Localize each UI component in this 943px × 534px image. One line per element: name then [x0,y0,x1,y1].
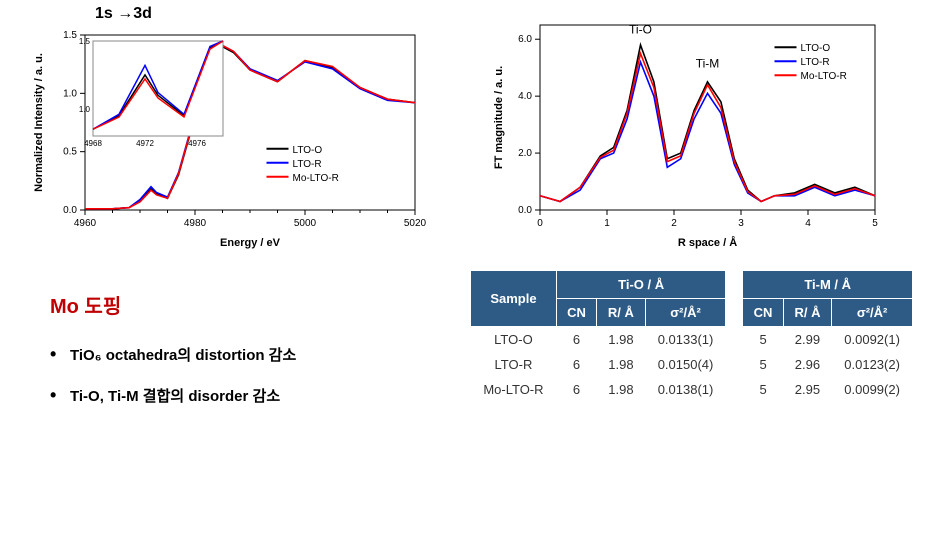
table-row: LTO-O61.980.0133(1) 52.990.0092(1) [471,327,913,353]
mo-doping-title: Mo 도핑 [50,290,430,319]
table-cell: 5 [743,377,783,402]
svg-text:4968: 4968 [84,139,102,148]
th-cn: CN [556,299,596,327]
svg-text:4976: 4976 [188,139,206,148]
svg-text:2.0: 2.0 [518,148,532,159]
table-cell: 2.96 [783,352,831,377]
svg-text:4960: 4960 [74,218,97,229]
text-column: Mo 도핑 TiO₆ octahedra의 distortion 감소 Ti-O… [50,270,430,426]
pre-edge-label: 1s →3d [95,5,152,23]
table-cell: 0.0133(1) [645,327,726,353]
table-cell: Mo-LTO-R [471,377,557,402]
svg-text:LTO-O: LTO-O [801,43,831,54]
svg-text:3: 3 [738,218,744,229]
svg-text:5: 5 [872,218,878,229]
svg-text:Mo-LTO-R: Mo-LTO-R [801,71,847,82]
table-cell: 1.98 [597,352,645,377]
svg-text:1.0: 1.0 [63,88,77,99]
table-row: LTO-R61.980.0150(4) 52.960.0123(2) [471,352,913,377]
ft-chart: 0 1 2 3 4 5 0.0 2.0 4.0 6.0 R space / Å FT magnitud… [490,10,890,250]
th-tio-group: Ti-O / Å [556,271,726,299]
th-r: R/ Å [783,299,831,327]
table-cell: 2.95 [783,377,831,402]
svg-text:2: 2 [671,218,677,229]
table-cell: 5 [743,352,783,377]
right-chart-container: 0 1 2 3 4 5 0.0 2.0 4.0 6.0 R space / Å FT magnitud… [490,10,890,250]
bullet-item: TiO₆ octahedra의 distortion 감소 [50,344,430,365]
svg-text:1.5: 1.5 [79,37,91,46]
left-chart-container: 1s →3d 49604980500050200.00.51.01.5Energ… [30,10,430,250]
xanes-chart: 4960 4980 5000 5020 0.0 0.5 1.0 1.5 Energy / eV N… [30,10,430,250]
table-cell: 0.0138(1) [645,377,726,402]
svg-text:R space / Å: R space / Å [678,236,737,249]
th-separator [726,271,743,327]
svg-text:6.0: 6.0 [518,34,532,45]
svg-text:1: 1 [604,218,610,229]
th-r: R/ Å [597,299,645,327]
table-cell [726,377,743,402]
table-cell: 0.0123(2) [832,352,913,377]
svg-text:4972: 4972 [136,139,154,148]
svg-text:5020: 5020 [404,218,427,229]
svg-text:Ti-O: Ti-O [629,23,652,37]
table-column: Sample Ti-O / Å Ti-M / Å CN R/ Å σ²/Å² C… [470,270,913,426]
svg-text:4980: 4980 [184,218,207,229]
svg-text:0.5: 0.5 [63,147,77,158]
th-sigma: σ²/Å² [645,299,726,327]
svg-text:LTO-R: LTO-R [293,159,322,170]
table-cell [726,327,743,353]
svg-text:Normalized Intensity / a. u.: Normalized Intensity / a. u. [33,53,45,192]
th-sample: Sample [471,271,557,327]
svg-text:FT magnitude / a. u.: FT magnitude / a. u. [493,66,505,169]
table-cell: LTO-O [471,327,557,353]
th-tim-group: Ti-M / Å [743,271,913,299]
svg-text:1.5: 1.5 [63,30,77,41]
table-cell: 6 [556,377,596,402]
table-cell: 6 [556,327,596,353]
svg-text:5000: 5000 [294,218,317,229]
results-table: Sample Ti-O / Å Ti-M / Å CN R/ Å σ²/Å² C… [470,270,913,402]
table-cell: 0.0099(2) [832,377,913,402]
svg-text:Energy / eV: Energy / eV [220,237,281,249]
svg-text:0.0: 0.0 [63,205,77,216]
table-cell: 2.99 [783,327,831,353]
table-cell: 1.98 [597,327,645,353]
th-sigma: σ²/Å² [832,299,913,327]
table-cell: LTO-R [471,352,557,377]
table-cell: 5 [743,327,783,353]
svg-text:LTO-O: LTO-O [293,145,323,156]
svg-text:4: 4 [805,218,811,229]
svg-text:Mo-LTO-R: Mo-LTO-R [293,173,339,184]
svg-text:LTO-R: LTO-R [801,57,830,68]
table-row: Mo-LTO-R61.980.0138(1) 52.950.0099(2) [471,377,913,402]
table-cell: 6 [556,352,596,377]
svg-text:0: 0 [537,218,543,229]
svg-text:Ti-M: Ti-M [696,57,720,71]
th-cn: CN [743,299,783,327]
bullet-item: Ti-O, Ti-M 결합의 disorder 감소 [50,385,430,406]
table-cell: 0.0150(4) [645,352,726,377]
table-cell: 1.98 [597,377,645,402]
svg-text:4.0: 4.0 [518,91,532,102]
table-cell: 0.0092(1) [832,327,913,353]
svg-text:1.0: 1.0 [79,105,91,114]
table-cell [726,352,743,377]
svg-text:0.0: 0.0 [518,205,532,216]
